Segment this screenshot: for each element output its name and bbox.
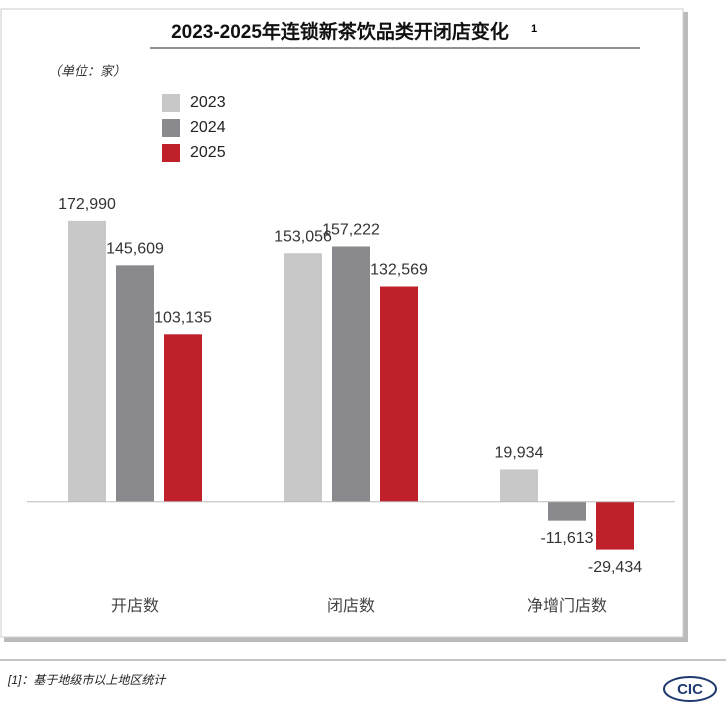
legend-swatch bbox=[162, 94, 180, 112]
bar bbox=[68, 220, 106, 502]
footnote: [1]：基于地级市以上地区统计 bbox=[7, 673, 167, 687]
x-tick-label: 开店数 bbox=[111, 597, 159, 615]
bar bbox=[116, 265, 154, 502]
value-label: 145,609 bbox=[106, 241, 164, 258]
bar bbox=[332, 246, 370, 502]
bar bbox=[548, 501, 586, 521]
value-label: 19,934 bbox=[495, 445, 544, 462]
legend-label: 2024 bbox=[190, 119, 226, 136]
bar bbox=[500, 469, 538, 502]
x-tick-label: 净增门店数 bbox=[527, 597, 607, 615]
legend-swatch bbox=[162, 144, 180, 162]
value-label: 153,056 bbox=[274, 228, 332, 245]
value-label: 132,569 bbox=[370, 262, 428, 279]
title-note: 1 bbox=[531, 23, 537, 35]
legend-label: 2023 bbox=[190, 94, 226, 111]
bar bbox=[380, 286, 418, 502]
value-label: 103,135 bbox=[154, 310, 212, 327]
logo: CIC bbox=[677, 681, 703, 698]
value-label: -29,434 bbox=[588, 559, 642, 576]
value-label: -11,613 bbox=[540, 530, 593, 547]
bar bbox=[164, 334, 202, 502]
legend-swatch bbox=[162, 119, 180, 137]
bar bbox=[284, 253, 322, 502]
logo-ring bbox=[663, 676, 717, 702]
unit-label: （单位：家） bbox=[48, 63, 126, 78]
bar bbox=[596, 501, 634, 550]
x-tick-label: 闭店数 bbox=[327, 597, 375, 615]
value-label: 157,222 bbox=[322, 222, 380, 239]
value-label: 172,990 bbox=[58, 196, 116, 213]
legend-label: 2025 bbox=[190, 144, 226, 161]
chart-title: 2023-2025年连锁新茶饮品类开闭店变化 bbox=[171, 20, 509, 43]
